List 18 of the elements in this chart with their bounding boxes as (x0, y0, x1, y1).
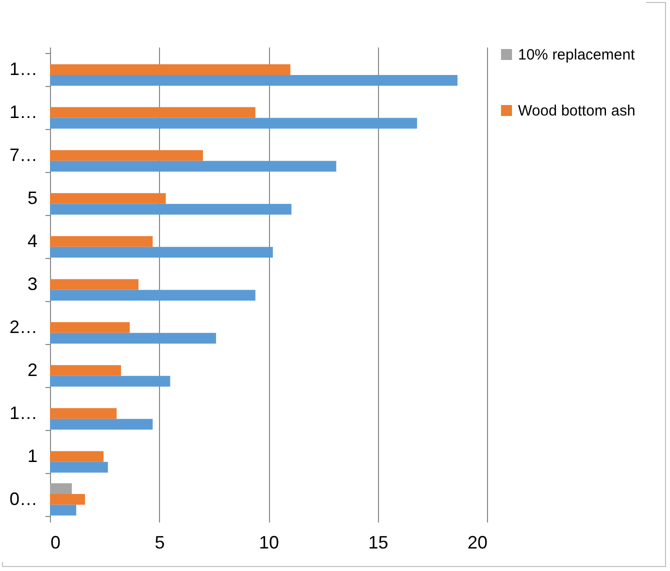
y-tick-label: 0… (9, 488, 38, 509)
y-tick-label: 2 (27, 360, 38, 380)
y-tick-label: 2… (9, 316, 38, 337)
x-tick-label: 15 (368, 532, 388, 552)
y-tick-label: 3 (27, 274, 38, 294)
y-tick-label: 4 (27, 231, 38, 252)
x-tick-label: 5 (154, 532, 165, 552)
y-tick-label: 7… (9, 145, 38, 166)
y-tick-label: 1… (9, 102, 38, 122)
legend-label: 10% replacement (518, 46, 636, 64)
x-tick-label: 20 (467, 532, 488, 552)
x-tick-label: 0 (50, 532, 61, 552)
y-tick-label: 5 (27, 188, 38, 208)
legend-label: Wood bottom ash (518, 102, 636, 120)
y-tick-label: 1 (27, 446, 38, 466)
x-tick-label: 10 (258, 532, 280, 552)
y-tick-label: 1… (9, 59, 38, 80)
y-tick-label: 1… (9, 402, 38, 423)
